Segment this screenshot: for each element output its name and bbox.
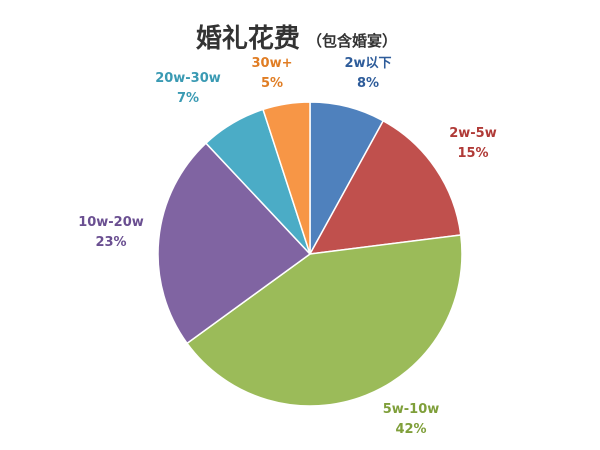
pie-slice-6 — [262, 101, 311, 255]
chart-title: 婚礼花费 （包含婚宴） — [196, 23, 397, 54]
pie-slice-2 — [308, 119, 462, 255]
pie-slices — [157, 101, 463, 407]
slice-label-3: 5w-10w — [383, 402, 440, 417]
slice-label-4: 10w-20w — [78, 215, 144, 230]
pie-slice-4 — [157, 142, 312, 345]
slice-label-2: 2w-5w — [449, 126, 497, 141]
slice-percent-1: 8% — [357, 76, 379, 91]
slice-percent-2: 15% — [457, 146, 488, 161]
chart-title-main: 婚礼花费 — [196, 23, 300, 54]
slice-label-1: 2w以下 — [344, 56, 391, 71]
chart-title-subtitle: （包含婚宴） — [307, 32, 397, 50]
slice-label-5: 20w-30w — [155, 71, 221, 86]
slice-label-6: 30w+ — [252, 56, 293, 71]
slice-percent-5: 7% — [177, 91, 199, 106]
pie-slice-3 — [185, 234, 463, 407]
slice-percent-4: 23% — [95, 235, 126, 250]
pie-labels: 2w以下 8% 2w-5w 15% 5w-10w 42% 10w-20w 23% 20w-30w… — [78, 56, 497, 437]
slice-percent-6: 5% — [261, 76, 283, 91]
slice-percent-3: 42% — [395, 422, 426, 437]
